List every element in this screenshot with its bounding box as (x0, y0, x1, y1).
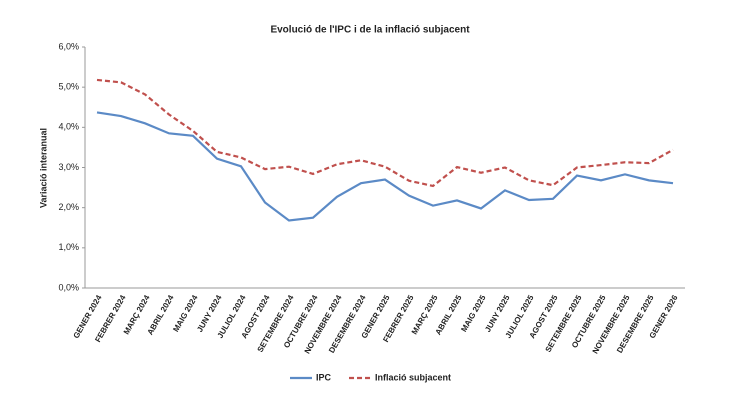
series-line (96, 78, 674, 188)
y-tick-label: 1,0% (58, 242, 79, 252)
y-tick-label: 4,0% (58, 122, 79, 132)
y-tick-label: 0,0% (58, 282, 79, 292)
y-tick-label: 6,0% (58, 41, 79, 51)
chart-title: Evolució de l'IPC i de la inflació subja… (270, 25, 470, 36)
legend-label: Inflació subjacent (375, 372, 451, 382)
series-line (96, 111, 674, 222)
y-axis-label: Variació interanual (38, 128, 48, 208)
y-tick-label: 3,0% (58, 162, 79, 172)
y-tick-label: 5,0% (58, 82, 79, 92)
y-tick-label: 2,0% (58, 202, 79, 212)
legend-label: IPC (316, 372, 332, 382)
